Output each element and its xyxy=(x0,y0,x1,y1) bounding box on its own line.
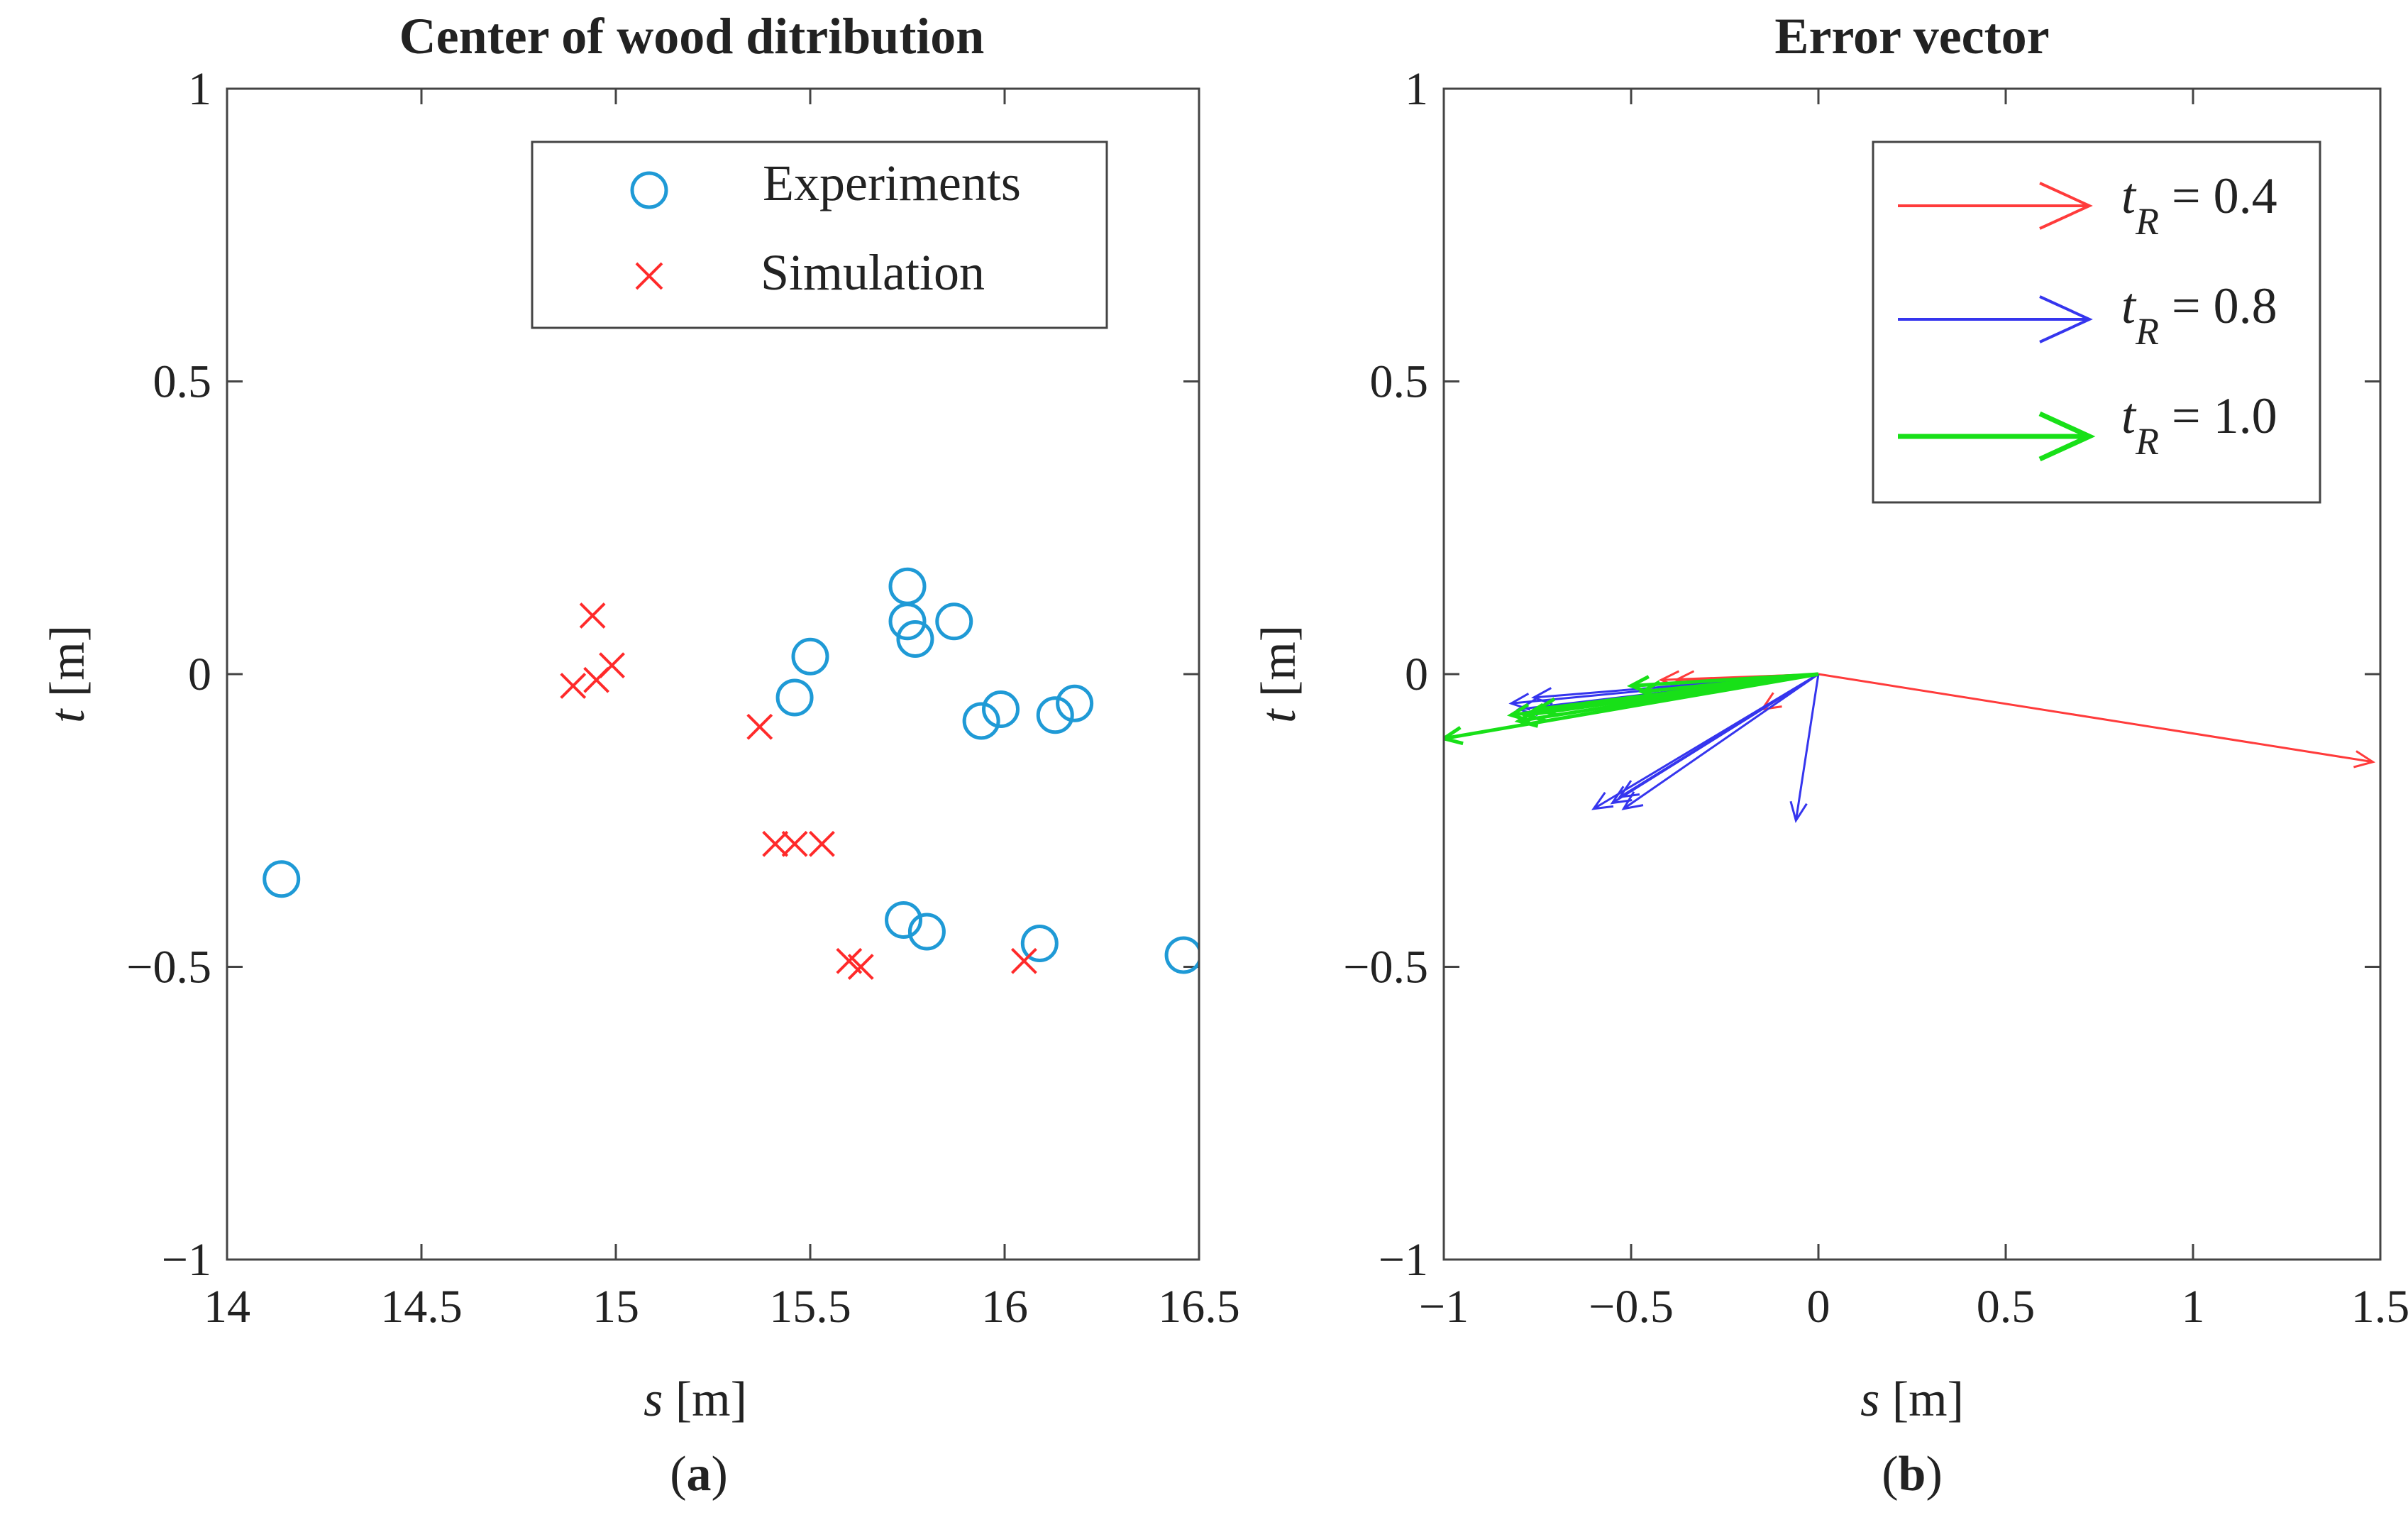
experiment-point xyxy=(263,860,301,898)
simulation-point xyxy=(583,666,610,693)
experiment-point xyxy=(1036,696,1074,734)
experiment-point xyxy=(1020,925,1059,962)
x-tick-label: 15.5 xyxy=(769,1281,851,1333)
legend-simulation-marker xyxy=(635,262,663,290)
panel-b-data-marks xyxy=(1444,670,2376,823)
y-tick-label: −1 xyxy=(162,1234,211,1286)
experiment-point xyxy=(791,637,829,676)
x-tick-label: −1 xyxy=(1419,1281,1469,1333)
y-tick-label: 1 xyxy=(1405,63,1428,115)
panel-b-y-axis-label: t [m] xyxy=(1252,625,1306,723)
panel-b-x-axis-label: s [m] xyxy=(1860,1372,1964,1427)
legend-tr10-arrow xyxy=(1898,411,2096,462)
simulation-point xyxy=(560,673,587,699)
panel-b-legend-box xyxy=(1872,141,2321,504)
simulation-point xyxy=(746,713,773,740)
simulation-point xyxy=(1010,947,1037,974)
legend-tr08-label: tR = 0.8 xyxy=(2121,277,2277,353)
legend-experiments-marker xyxy=(630,171,668,209)
legend-tr04-label: tR = 0.4 xyxy=(2121,167,2277,243)
x-tick-label: 14 xyxy=(204,1281,250,1333)
panel-a-legend-box xyxy=(531,141,1108,329)
experiment-point xyxy=(885,901,923,939)
x-tick-label: 0.5 xyxy=(1977,1281,2036,1333)
x-tick-label: 16.5 xyxy=(1158,1281,1240,1333)
error-vector-arrow xyxy=(1637,672,1819,700)
panel-a-caption: (a) xyxy=(670,1447,728,1502)
simulation-point xyxy=(762,830,789,857)
y-tick-label: 0.5 xyxy=(1370,356,1429,408)
panel-a-tick-labels: 14 14.5 15 15.5 16 16.5 1 0.5 0 −0.5 −1 xyxy=(126,63,1239,1333)
x-tick-label: 15 xyxy=(592,1281,639,1333)
x-tick-label: 14.5 xyxy=(380,1281,463,1333)
panel-b-axes-box xyxy=(1442,87,2382,1261)
panel-a-x-axis-label: s [m] xyxy=(644,1372,747,1427)
y-tick-label: 0 xyxy=(188,649,211,700)
simulation-point xyxy=(809,830,835,857)
y-tick-label: 1 xyxy=(188,63,211,115)
y-tick-label: 0.5 xyxy=(153,356,212,408)
experiment-point xyxy=(982,690,1020,728)
error-vector-arrow xyxy=(1818,673,2376,768)
y-tick-label: 0 xyxy=(1405,649,1428,700)
y-tick-label: −1 xyxy=(1379,1234,1428,1286)
experiment-point xyxy=(935,602,973,641)
experiment-point xyxy=(896,620,934,658)
y-tick-label: −0.5 xyxy=(1343,942,1428,993)
panel-a-y-axis-label: t [m] xyxy=(40,625,95,723)
panel-a-legend: Experiments Simulation xyxy=(531,141,1108,329)
panel-a-title: Center of wood ditribution xyxy=(399,8,985,65)
panel-b: Error vector −1 −0.5 0 0.5 1 1.5 1 0.5 0 −0.5 −1 t… xyxy=(1252,8,2408,1502)
legend-tr10-label: tR = 1.0 xyxy=(2121,387,2277,463)
x-tick-label: 1 xyxy=(2182,1281,2205,1333)
panel-b-caption: (b) xyxy=(1882,1447,1943,1502)
experiment-point xyxy=(962,702,1000,740)
panel-a-data-marks xyxy=(263,567,1199,980)
panel-b-title: Error vector xyxy=(1774,8,2049,65)
legend-simulation-label: Simulation xyxy=(761,244,985,301)
error-vector-arrow xyxy=(1789,673,1820,823)
error-vector-arrow xyxy=(1621,673,1819,810)
panel-a-axes-box xyxy=(226,87,1200,1261)
experiment-point xyxy=(1056,684,1094,722)
legend-experiments-label: Experiments xyxy=(763,155,1021,211)
x-tick-label: −0.5 xyxy=(1589,1281,1674,1333)
panel-b-legend: tR = 0.4 tR = 0.8 tR = 1.0 xyxy=(1872,141,2321,504)
y-tick-label: −0.5 xyxy=(126,942,211,993)
panel-a: Center of wood ditribution 14 14.5 15 15.5 1… xyxy=(40,8,1240,1502)
simulation-point xyxy=(847,954,874,980)
simulation-point xyxy=(579,602,606,629)
experiment-point xyxy=(1164,936,1199,974)
x-tick-label: 0 xyxy=(1807,1281,1830,1333)
x-tick-label: 1.5 xyxy=(2351,1281,2408,1333)
x-tick-label: 16 xyxy=(981,1281,1028,1333)
experiment-point xyxy=(907,913,946,951)
legend-tr08-arrow xyxy=(1898,295,2093,343)
panel-b-tick-labels: −1 −0.5 0 0.5 1 1.5 1 0.5 0 −0.5 −1 xyxy=(1343,63,2408,1333)
legend-tr04-arrow xyxy=(1898,182,2093,230)
experiment-point xyxy=(775,678,814,717)
experiment-point xyxy=(888,567,927,605)
simulation-point xyxy=(781,830,808,857)
experiment-point xyxy=(888,602,927,641)
